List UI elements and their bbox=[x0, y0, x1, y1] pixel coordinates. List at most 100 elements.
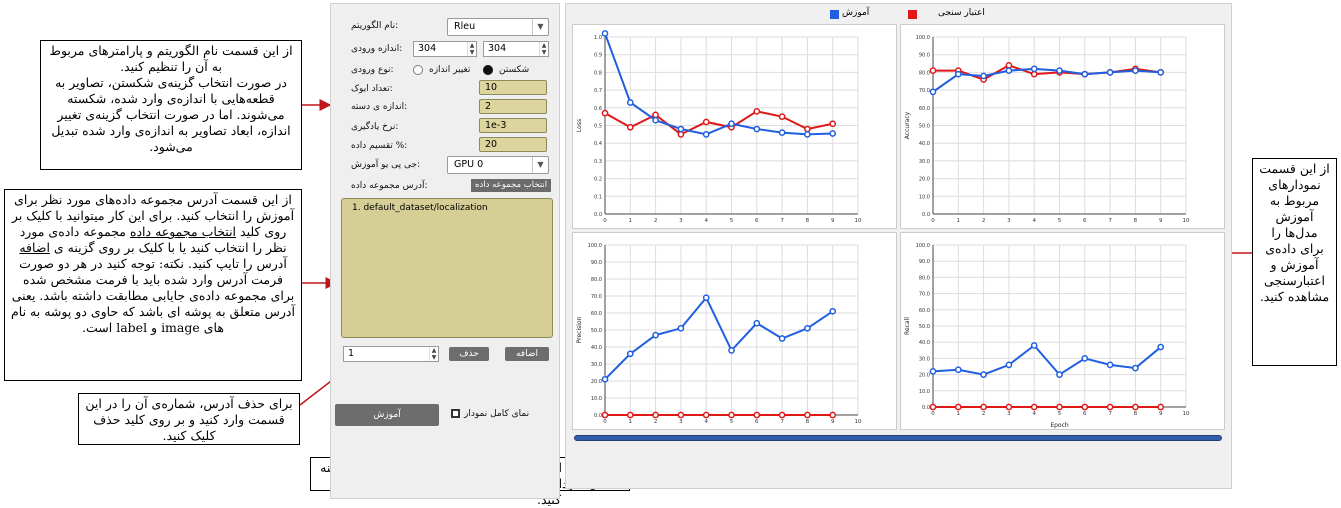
choose-dataset-button[interactable]: انتخاب مجموعه داده bbox=[471, 179, 552, 192]
dataset-index-spinbox[interactable]: 1 ▲ ▼ bbox=[343, 346, 439, 362]
data-point-val bbox=[929, 403, 937, 411]
gpu-select[interactable]: GPU 0 ▼ bbox=[447, 156, 549, 174]
data-point-train bbox=[1157, 69, 1165, 76]
data-point-val bbox=[1005, 61, 1013, 69]
spin-arrows-icon: ▲ ▼ bbox=[539, 42, 548, 56]
fullview-checkbox[interactable] bbox=[451, 409, 460, 418]
input-width-spinbox[interactable]: 304 ▲ ▼ bbox=[483, 41, 549, 57]
input-height-spinbox[interactable]: 304 ▲ ▼ bbox=[413, 41, 477, 57]
horizontal-scrollbar[interactable] bbox=[574, 435, 1222, 441]
x-tick-label: 5 bbox=[1058, 218, 1062, 224]
note-dataset-t1: از این قسمت آدرس مجموعه داده‌های مورد نظ… bbox=[11, 192, 295, 239]
x-tick-label: 8 bbox=[806, 218, 810, 224]
data-point-train bbox=[626, 350, 634, 358]
gpu-select-value: GPU 0 bbox=[454, 159, 484, 170]
epochs-input[interactable]: 10 bbox=[479, 80, 547, 95]
y-tick-label: 70.0 bbox=[919, 292, 930, 298]
note-algorithm-p2: در صورت انتخاب گزینه‌ی شکستن، تصاویر به … bbox=[51, 75, 291, 154]
data-point-val bbox=[753, 107, 761, 115]
data-point-train bbox=[677, 125, 685, 133]
x-tick-label: 1 bbox=[629, 419, 633, 425]
y-tick-label: 50.0 bbox=[591, 328, 602, 334]
y-tick-label: 60.0 bbox=[591, 311, 602, 317]
data-point-train bbox=[753, 125, 761, 133]
data-point-train bbox=[980, 371, 987, 378]
lr-input[interactable]: 1e-3 bbox=[479, 118, 547, 133]
data-point-train bbox=[1132, 364, 1139, 372]
x-tick-label: 5 bbox=[730, 419, 734, 425]
y-tick-label: 0.2 bbox=[594, 177, 602, 183]
series-line-train bbox=[604, 33, 833, 136]
epochs-label: :تعداد ایوک bbox=[351, 84, 393, 94]
y-tick-label: 0.5 bbox=[594, 124, 602, 130]
y-tick-label: 30.0 bbox=[591, 362, 602, 368]
y-tick-label: 30.0 bbox=[919, 356, 930, 362]
y-tick-label: 0.0 bbox=[594, 413, 602, 419]
y-tick-label: 0.1 bbox=[594, 194, 602, 200]
loss-chart: 0.0 0.1 0.2 0.3 0.4 0.5 0.6 0.7 0.8 0.9 1.0 0 1 2 3 4 5 6… bbox=[572, 24, 897, 229]
y-tick-label: 40.0 bbox=[919, 340, 930, 346]
y-axis-label: Loss bbox=[576, 119, 583, 132]
note-algorithm: از این قسمت نام الگوریتم و پارامترهای مر… bbox=[40, 40, 302, 170]
data-point-val bbox=[1081, 403, 1089, 411]
delete-button[interactable]: حذف bbox=[449, 347, 489, 361]
x-tick-label: 6 bbox=[1083, 411, 1087, 417]
data-point-val bbox=[778, 113, 786, 121]
radio-split[interactable] bbox=[483, 65, 493, 75]
radio-resize[interactable] bbox=[413, 65, 423, 75]
data-point-val bbox=[954, 403, 962, 411]
series-line-train bbox=[604, 295, 834, 381]
y-tick-label: 0.4 bbox=[594, 141, 602, 147]
y-tick-label: 20.0 bbox=[591, 379, 602, 385]
add-button[interactable]: اضافه bbox=[505, 347, 549, 361]
algorithm-select[interactable]: Rleu ▼ bbox=[447, 18, 549, 36]
data-point-train bbox=[1030, 65, 1038, 73]
x-tick-label: 3 bbox=[679, 218, 683, 224]
precision-chart: 0.0 10.0 20.0 30.0 40.0 50.0 60.0 70.0 80.0 90.0 1… bbox=[572, 232, 897, 430]
y-tick-label: 0.7 bbox=[594, 88, 602, 94]
y-tick-label: 60.0 bbox=[919, 106, 930, 112]
legend-val-swatch bbox=[908, 10, 917, 19]
x-tick-label: 2 bbox=[982, 218, 986, 224]
data-point-train bbox=[702, 131, 710, 138]
dataset-list[interactable]: 1. default_dataset/localization bbox=[341, 198, 553, 338]
recall-chart: 0.0 10.0 20.0 30.0 40.0 50.0 60.0 70.0 80.0 90.0 1… bbox=[900, 232, 1225, 430]
note-dataset-t5: آدرس را تایپ کنید. bbox=[188, 256, 287, 271]
x-tick-label: 7 bbox=[780, 419, 784, 425]
x-tick-label: 7 bbox=[1108, 411, 1112, 417]
data-point-train bbox=[1081, 70, 1089, 78]
data-point-val bbox=[753, 411, 761, 419]
x-tick-label: 3 bbox=[1007, 218, 1011, 224]
data-point-train bbox=[702, 294, 710, 302]
gpu-label: :جی پی یو آموزش bbox=[351, 160, 421, 170]
y-tick-label: 70.0 bbox=[591, 294, 602, 300]
dataset-label: :آدرس مجموعه داده bbox=[351, 181, 428, 191]
data-point-val bbox=[626, 411, 634, 419]
y-tick-label: 10.0 bbox=[919, 389, 930, 395]
x-tick-label: 3 bbox=[1007, 411, 1011, 417]
data-point-train bbox=[954, 366, 962, 374]
data-point-val bbox=[1106, 403, 1114, 411]
x-tick-label: 4 bbox=[704, 419, 708, 425]
radio-split-label: شکستن bbox=[499, 65, 530, 75]
y-tick-label: 0.9 bbox=[594, 53, 602, 59]
split-input[interactable]: 20 bbox=[479, 137, 547, 152]
y-axis-label: Precision bbox=[576, 316, 583, 343]
x-tick-label: 0 bbox=[931, 411, 935, 417]
y-tick-label: 80.0 bbox=[919, 275, 930, 281]
y-tick-label: 80.0 bbox=[591, 277, 602, 283]
input-type-label: :نوع ورودی bbox=[351, 65, 394, 75]
input-size-label: :اندازه ورودی bbox=[351, 44, 403, 54]
y-tick-label: 0.0 bbox=[922, 212, 930, 218]
y-tick-label: 60.0 bbox=[919, 308, 930, 314]
x-tick-label: 1 bbox=[629, 218, 633, 224]
data-point-train bbox=[829, 307, 837, 315]
train-button[interactable]: آموزش bbox=[335, 404, 439, 426]
note-delete-text: برای حذف آدرس، شماره‌ی آن را در این قسمت… bbox=[85, 396, 293, 443]
dataset-list-item[interactable]: 1. default_dataset/localization bbox=[352, 203, 488, 213]
data-point-val bbox=[829, 411, 837, 419]
batch-input[interactable]: 2 bbox=[479, 99, 547, 114]
data-point-train bbox=[601, 375, 609, 383]
x-tick-label: 10 bbox=[1183, 411, 1190, 417]
note-charts-text: از این قسمت نمودارهای مربوط به آموزش مدل… bbox=[1259, 161, 1330, 304]
